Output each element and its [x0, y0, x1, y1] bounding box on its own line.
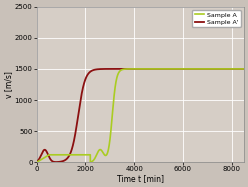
X-axis label: Time t [min]: Time t [min] [117, 174, 164, 183]
Y-axis label: v [m/s]: v [m/s] [4, 71, 13, 98]
Legend: Sample A, Sample A': Sample A, Sample A' [192, 10, 241, 27]
